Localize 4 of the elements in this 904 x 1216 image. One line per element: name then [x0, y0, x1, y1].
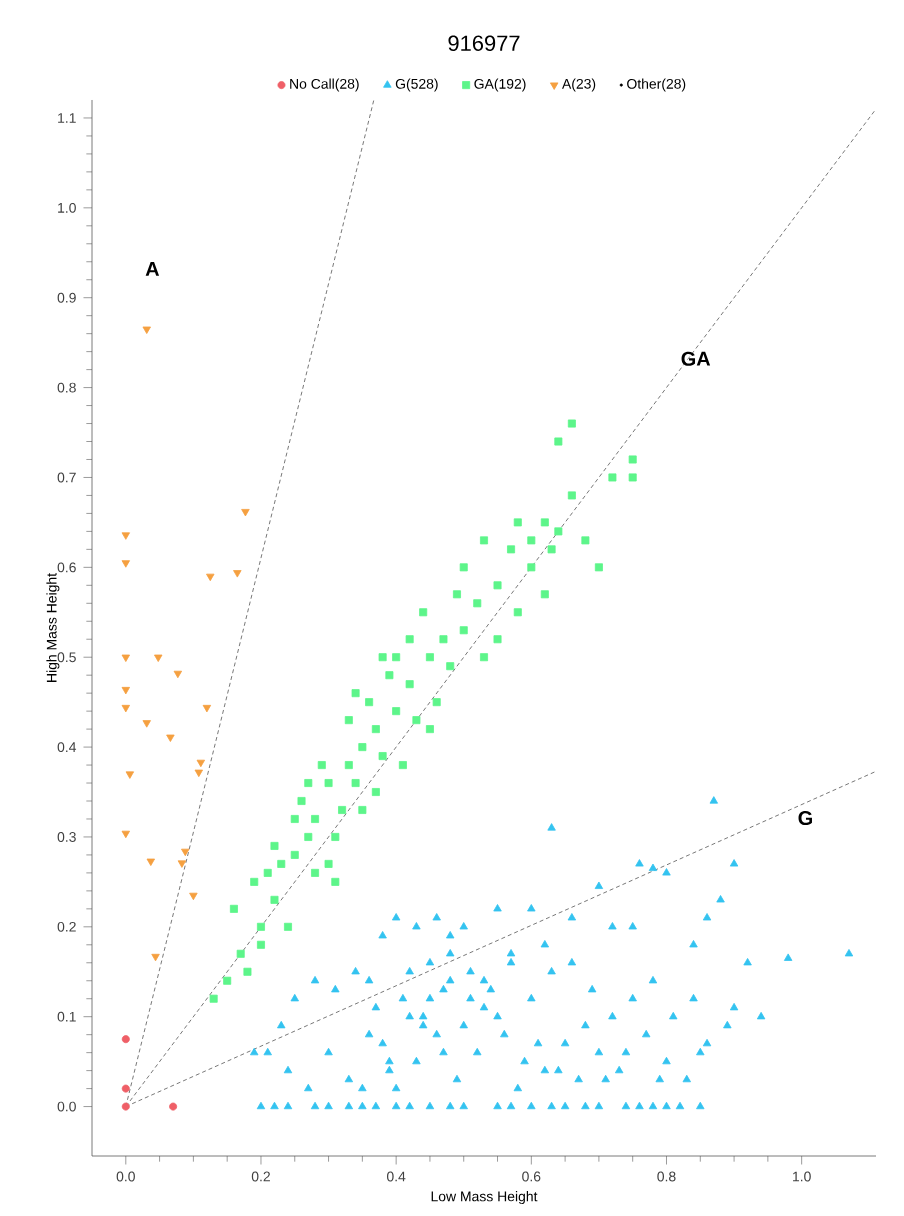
annotation: A	[145, 262, 160, 276]
annotation: G	[798, 811, 812, 826]
annotation: GA	[681, 351, 711, 366]
chart-title: 916977	[448, 35, 520, 51]
